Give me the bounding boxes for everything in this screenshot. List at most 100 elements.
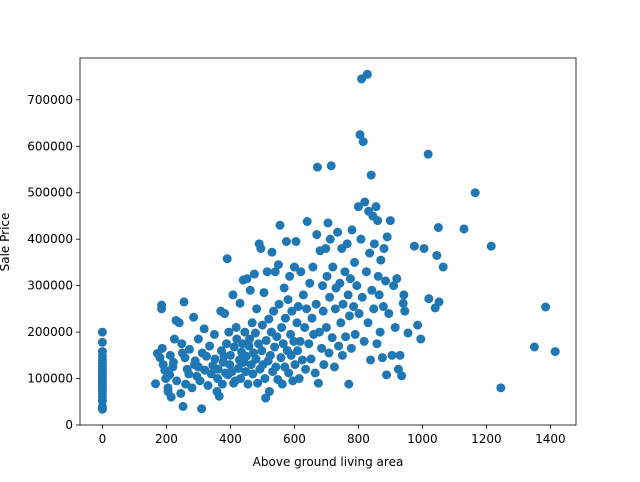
data-point [295,336,305,346]
data-point [338,299,348,309]
data-point [496,383,506,393]
data-point [395,350,405,360]
y-axis-ticks: 0 100000 200000 300000 400000 500000 600000 700… [27,93,80,432]
data-point [399,290,409,300]
data-point [174,318,184,328]
data-point [366,355,376,365]
data-point [375,327,385,337]
data-point [310,368,320,378]
data-point [306,354,316,364]
data-point [325,234,335,244]
data-point [213,364,223,374]
data-point [389,281,399,291]
data-point [317,343,327,353]
data-point [292,318,302,328]
data-point [326,161,336,171]
data-point [424,294,434,304]
data-point [236,374,246,384]
data-point [379,243,389,253]
data-point [354,309,364,319]
data-point [222,339,232,349]
data-point [321,243,331,253]
data-point [233,363,243,373]
data-point [318,306,328,316]
data-point [362,69,372,79]
data-point [398,298,408,308]
x-tick-label: 1400 [535,432,566,446]
data-point [330,304,340,314]
data-point [165,350,175,360]
data-point [344,311,354,321]
data-point [293,346,303,356]
data-point [323,218,333,228]
y-tick-label: 600000 [27,139,73,153]
data-point [346,343,356,353]
data-point [550,347,560,357]
data-point [376,255,386,265]
data-point [264,387,274,397]
data-point [251,354,261,364]
data-point [261,335,271,345]
data-point [250,328,260,338]
data-point [286,329,296,339]
data-point [384,309,394,319]
data-point [403,328,413,338]
x-tick-label: 0 [99,432,107,446]
data-point [245,285,255,295]
data-point [313,378,323,388]
data-point [328,262,338,272]
data-point [259,288,269,298]
data-point [434,297,444,307]
data-point [177,339,187,349]
data-point [165,370,175,380]
data-point [249,269,259,279]
data-point [336,318,346,328]
data-point [486,241,496,251]
data-point [314,327,324,337]
data-point [352,281,362,291]
data-point [377,353,387,363]
data-point [280,313,290,323]
plot-frame [79,57,577,426]
data-point [229,342,239,352]
data-point [307,313,317,323]
data-point [344,379,354,389]
data-point [312,162,322,172]
data-point [297,355,307,365]
data-point [360,197,370,207]
data-point [272,332,282,342]
data-point [184,369,194,379]
data-point [308,262,318,272]
data-point [312,230,322,240]
data-point [356,234,366,244]
data-point [241,351,251,361]
data-point [286,350,296,360]
data-point [367,285,377,295]
data-point [327,333,337,343]
y-tick-label: 200000 [27,325,73,339]
y-tick-label: 400000 [27,232,73,246]
data-point [459,224,469,234]
x-tick-label: 1000 [407,432,438,446]
data-point [322,271,332,281]
data-point [373,216,383,226]
data-point [189,312,199,322]
data-point [257,320,267,330]
data-point [261,393,271,403]
data-point [416,334,426,344]
data-point [228,290,238,300]
data-point [329,362,339,372]
x-axis-ticks: 0 200 400 600 800 1000 1200 1400 [99,425,566,446]
data-point [224,327,234,337]
data-point [350,329,360,339]
data-point [342,239,352,249]
data-point [172,376,182,386]
data-point [195,376,205,386]
data-point [363,318,373,328]
data-point [325,292,335,302]
data-point [366,170,376,180]
data-point [203,381,213,391]
data-point [201,351,211,361]
data-point [371,202,381,212]
